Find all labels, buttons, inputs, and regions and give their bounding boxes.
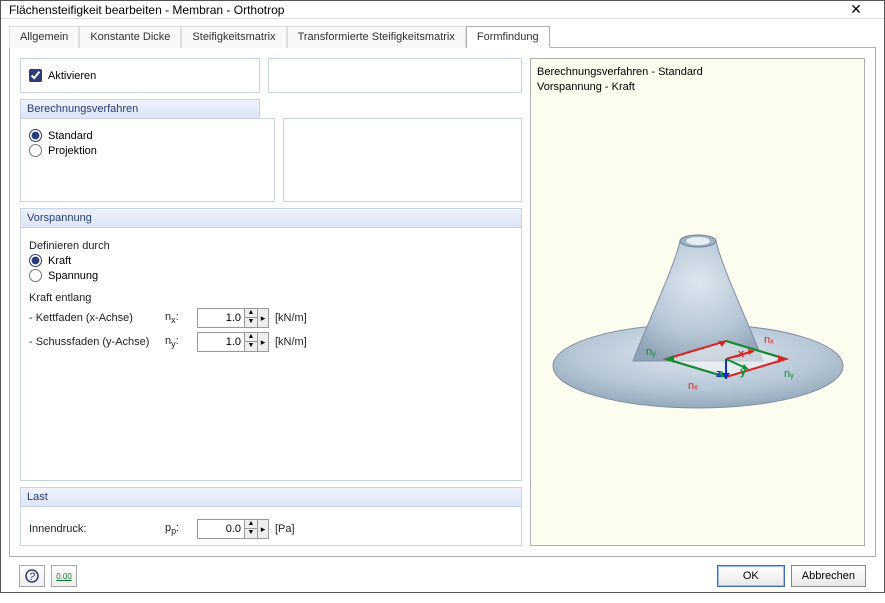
kettfaden-label: - Kettfaden (x-Achse) [29,312,159,324]
innendruck-extra-btn[interactable]: ▸ [257,520,268,538]
radio-standard-row[interactable]: Standard [29,129,266,142]
schussfaden-spins: ▲ ▼ [244,333,257,351]
label-z: z [716,368,722,380]
help-icon: ? [25,569,39,583]
label-ny-1: nᵧ [646,346,656,358]
schussfaden-row: - Schussfaden (y-Achse) ny: ▲ ▼ ▸ [kN/m [29,332,513,352]
innendruck-symbol: pp: [165,522,191,536]
last-body: Innendruck: pp: ▲ ▼ ▸ [Pa] [20,506,522,546]
label-x: x [738,348,745,360]
radio-projektion-row[interactable]: Projektion [29,144,266,157]
tab-body: Aktivieren Berechnungsverfahren Standard [9,48,876,557]
units-button[interactable]: 0.00 [51,565,77,587]
schussfaden-label: - Schussfaden (y-Achse) [29,336,159,348]
left-column: Aktivieren Berechnungsverfahren Standard [20,58,522,546]
preview-text: Berechnungsverfahren - Standard Vorspann… [537,65,858,96]
berechnung-body: Standard Projektion [20,118,522,202]
label-nx-1: nₓ [764,334,774,346]
kettfaden-unit: [kN/m] [275,312,319,324]
window-title: Flächensteifigkeit bearbeiten - Membran … [9,3,836,17]
svg-text:?: ? [29,571,36,583]
help-button[interactable]: ? [19,565,45,587]
schussfaden-unit: [kN/m] [275,336,319,348]
kettfaden-spins: ▲ ▼ [244,309,257,327]
schussfaden-input[interactable] [198,333,244,351]
content-area: Allgemein Konstante Dicke Steifigkeitsma… [1,19,884,603]
aktivieren-panel: Aktivieren [20,58,260,93]
label-y: y [740,366,747,378]
tab-steifigkeitsmatrix[interactable]: Steifigkeitsmatrix [181,26,286,48]
kettfaden-extra-btn[interactable]: ▸ [257,309,268,327]
radio-projektion[interactable] [29,144,42,157]
aktivieren-row: Aktivieren [20,58,522,93]
berechnung-title: Berechnungsverfahren [20,99,260,118]
tab-formfindung[interactable]: Formfindung [466,26,550,48]
cancel-button[interactable]: Abbrechen [791,565,866,587]
schussfaden-spin-up[interactable]: ▲ [245,333,257,342]
radio-kraft-row[interactable]: Kraft [29,254,513,267]
innendruck-spin-up[interactable]: ▲ [245,520,257,529]
schussfaden-extra-btn[interactable]: ▸ [257,333,268,351]
close-button[interactable]: ✕ [836,1,876,18]
schussfaden-spinner[interactable]: ▲ ▼ ▸ [197,332,269,352]
units-icon: 0.00 [56,572,72,581]
label-ny-2: nᵧ [784,368,794,380]
ok-button[interactable]: OK [717,565,785,587]
innendruck-spins: ▲ ▼ [244,520,257,538]
innendruck-label: Innendruck: [29,523,159,535]
radio-standard[interactable] [29,129,42,142]
innendruck-input[interactable] [198,520,244,538]
berechnung-options-panel: Standard Projektion [20,118,275,202]
kraft-entlang-label: Kraft entlang [29,292,513,304]
innendruck-spinner[interactable]: ▲ ▼ ▸ [197,519,269,539]
label-nx-2: nₓ [688,380,698,392]
kettfaden-row: - Kettfaden (x-Achse) nx: ▲ ▼ ▸ [kN/m] [29,308,513,328]
dialog-window: Flächensteifigkeit bearbeiten - Membran … [0,0,885,593]
radio-kraft-label: Kraft [48,255,71,267]
preview-canvas: nₓ nₓ nᵧ nᵧ x y z [537,103,858,539]
preview-panel: Berechnungsverfahren - Standard Vorspann… [530,58,865,546]
radio-projektion-label: Projektion [48,145,97,157]
tab-konstante-dicke[interactable]: Konstante Dicke [79,26,181,48]
radio-spannung-row[interactable]: Spannung [29,269,513,282]
last-section: Last Innendruck: pp: ▲ ▼ ▸ [20,487,522,546]
aktivieren-label: Aktivieren [48,70,96,82]
preview-line2: Vorspannung - Kraft [537,80,858,95]
preview-line1: Berechnungsverfahren - Standard [537,65,858,80]
innendruck-unit: [Pa] [275,523,319,535]
radio-kraft[interactable] [29,254,42,267]
kettfaden-spinner[interactable]: ▲ ▼ ▸ [197,308,269,328]
schussfaden-symbol: ny: [165,335,191,349]
last-title: Last [20,487,522,506]
kettfaden-symbol: nx: [165,311,191,325]
kettfaden-spin-down[interactable]: ▼ [245,318,257,327]
aktivieren-checkbox[interactable] [29,69,42,82]
tab-transformierte[interactable]: Transformierte Steifigkeitsmatrix [287,26,466,48]
vorspannung-section: Vorspannung Definieren durch Kraft Spann… [20,208,522,481]
titlebar: Flächensteifigkeit bearbeiten - Membran … [1,1,884,19]
kettfaden-input[interactable] [198,309,244,327]
radio-standard-label: Standard [48,130,93,142]
vorspannung-title: Vorspannung [20,208,522,227]
vorspannung-body: Definieren durch Kraft Spannung Kraft en… [20,227,522,481]
preview-svg: nₓ nₓ nᵧ nᵧ x y z [538,161,858,481]
radio-spannung-label: Spannung [48,270,98,282]
footer: ? 0.00 OK Abbrechen [9,557,876,595]
radio-spannung[interactable] [29,269,42,282]
tab-allgemein[interactable]: Allgemein [9,26,79,48]
tab-bar: Allgemein Konstante Dicke Steifigkeitsma… [9,25,876,48]
aktivieren-checkbox-row[interactable]: Aktivieren [29,69,251,82]
innendruck-row: Innendruck: pp: ▲ ▼ ▸ [Pa] [29,519,513,539]
definieren-label: Definieren durch [29,240,513,252]
berechnung-section: Berechnungsverfahren Standard Projektion [20,99,522,202]
schussfaden-spin-down[interactable]: ▼ [245,342,257,351]
kettfaden-spin-up[interactable]: ▲ [245,309,257,318]
aktivieren-side-panel [268,58,522,93]
berechnung-empty-panel [283,118,522,202]
innendruck-spin-down[interactable]: ▼ [245,529,257,538]
